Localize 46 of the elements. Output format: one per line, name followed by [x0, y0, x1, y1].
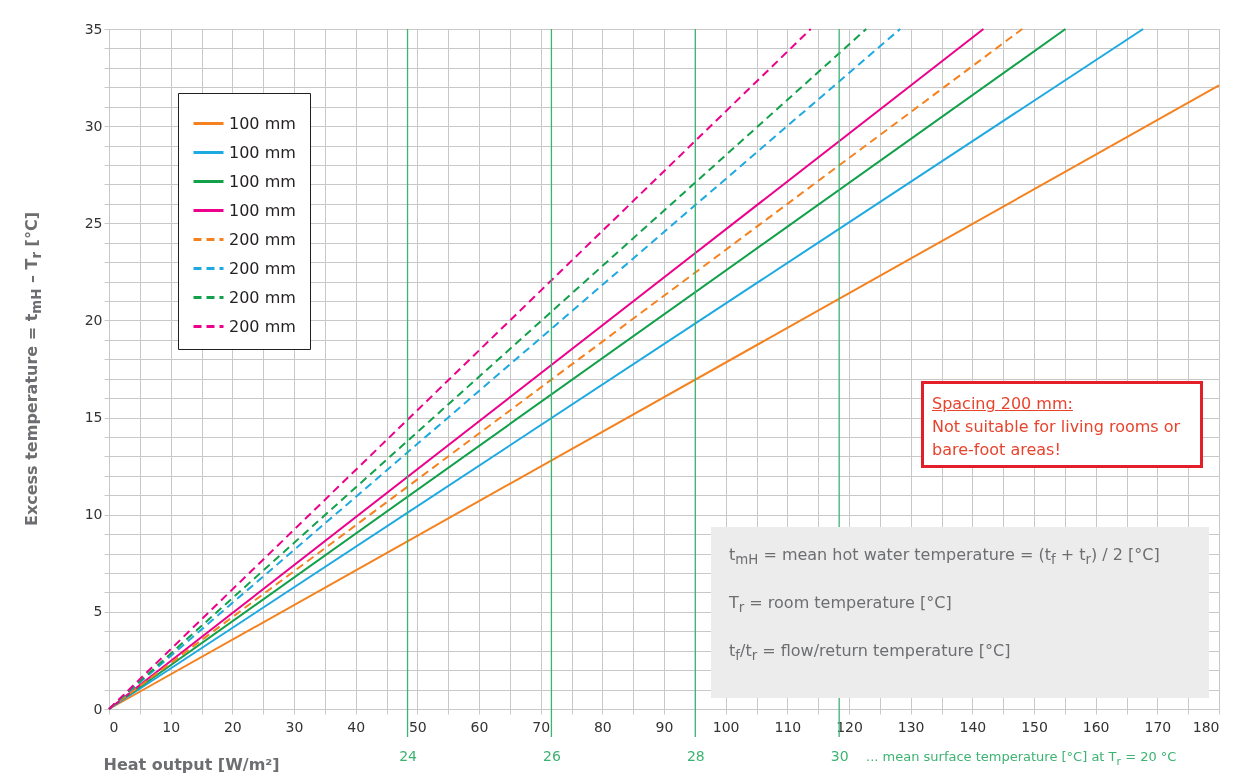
x-tick-label: 130 [897, 718, 925, 735]
annotation: Spacing 200 mm: [932, 394, 1073, 413]
y-tick-label: 15 [84, 409, 103, 426]
x-tick-label: 110 [774, 718, 802, 735]
x-tick-label: 100 [712, 718, 740, 735]
annotation: t$_{mH}$ = mean hot water temperature = (t$_{f}$ + t$_{r}$) / 2 [°C] [729, 545, 1161, 568]
x-tick-label: 70 [532, 718, 551, 735]
legend-label: 200 mm [229, 258, 296, 278]
x-tick-label: 20 [223, 718, 242, 735]
x2-tick-label: 28 [686, 747, 705, 764]
x2-tick-label: 30 [830, 747, 849, 764]
x-tick-label: 150 [1021, 718, 1048, 735]
legend-label: 200 mm [229, 287, 296, 307]
x-tick-label: 10 [162, 718, 181, 735]
legend-label: 100 mm [229, 200, 296, 220]
y-tick-label: 35 [84, 20, 103, 37]
legend-label: 100 mm [229, 142, 296, 162]
legend-label: 100 mm [229, 113, 296, 133]
warning-box: Spacing 200 mm: Not suitable for living rooms or bare-foot areas! [921, 381, 1203, 468]
x2-axis-title: ... mean surface temperature [°C] at T$_{r}$ = 20 °C [866, 749, 1177, 768]
x-tick-label: 80 [593, 718, 612, 735]
annotation: t$_{f}$/t$_{r}$ = flow/return temperature [°C] [729, 641, 1012, 664]
x-tick-label: 140 [959, 718, 987, 735]
note-box: t$_{mH}$ = mean hot water temperature = (t$_{f}$ + t$_{r}$) / 2 [°C] T$_{r}$ = room temperature [°C] t$_{f}$/t$_{r}$ = flow/return temperature [°C] [711, 527, 1209, 698]
x-tick-label: 90 [655, 718, 674, 735]
y-tick-label: 10 [84, 506, 103, 523]
legend-label: 100 mm [229, 171, 296, 191]
x-tick-label: 50 [408, 718, 427, 735]
x-tick-label: 0 [109, 718, 119, 735]
x-tick-label: 160 [1082, 718, 1110, 735]
y-tick-label: 25 [84, 214, 103, 231]
x-tick-label: 170 [1144, 718, 1172, 735]
x-tick-label: 60 [470, 718, 489, 735]
y-tick-label: 20 [84, 311, 103, 328]
x-tick-label: 40 [347, 718, 366, 735]
x2-tick-label: 24 [399, 747, 418, 764]
x-tick-label: 30 [285, 718, 304, 735]
x2-tick-label: 26 [543, 747, 561, 764]
legend-label: 200 mm [229, 316, 296, 336]
x-axis-title: Heat output [W/m²] [103, 754, 280, 774]
y-tick-label: 30 [84, 117, 103, 134]
x-tick-label: 180 [1192, 718, 1220, 735]
y-tick-label: 5 [93, 603, 103, 620]
annotation: T$_{r}$ = room temperature [°C] [729, 593, 953, 616]
y-tick-label: 0 [93, 700, 103, 717]
legend-label: 200 mm [229, 229, 296, 249]
